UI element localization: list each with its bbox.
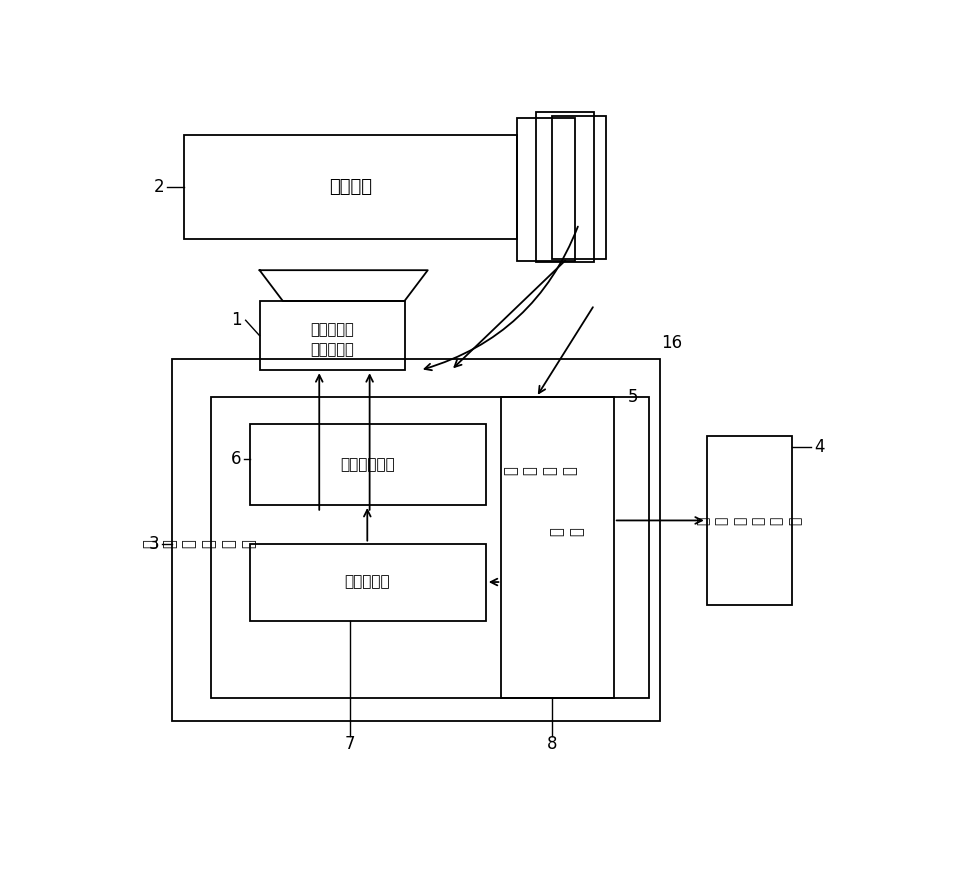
Bar — [172, 358, 661, 720]
Text: 驱动电路模块: 驱动电路模块 — [340, 457, 395, 472]
Bar — [552, 116, 606, 259]
Text: 5: 5 — [628, 388, 638, 406]
Text: 模
块: 模 块 — [550, 528, 585, 536]
Bar — [249, 543, 486, 621]
Bar — [249, 424, 486, 505]
Text: 3: 3 — [149, 535, 160, 553]
Bar — [260, 301, 405, 371]
Text: 信
号
处
理: 信 号 处 理 — [503, 466, 577, 474]
Text: 6: 6 — [231, 450, 241, 468]
Text: 逻
辑
处
理
模
块: 逻 辑 处 理 模 块 — [142, 539, 256, 548]
Text: 编织芯轴: 编织芯轴 — [329, 178, 372, 196]
Text: 微机处理器: 微机处理器 — [344, 575, 390, 589]
Text: 1: 1 — [231, 311, 241, 330]
Bar — [706, 436, 792, 605]
Bar — [211, 398, 649, 698]
Text: 7: 7 — [345, 735, 355, 753]
Text: 16: 16 — [662, 334, 682, 352]
Text: 芯轴形状尺
寸检测装置: 芯轴形状尺 寸检测装置 — [309, 322, 353, 357]
Text: 液
压
调
节
装
置: 液 压 调 节 装 置 — [697, 516, 803, 525]
Text: 4: 4 — [813, 439, 824, 456]
Bar — [536, 112, 595, 262]
Bar — [184, 135, 517, 240]
Bar — [501, 398, 614, 698]
Text: 8: 8 — [547, 735, 557, 753]
Bar — [517, 119, 575, 261]
Text: 2: 2 — [154, 178, 164, 196]
